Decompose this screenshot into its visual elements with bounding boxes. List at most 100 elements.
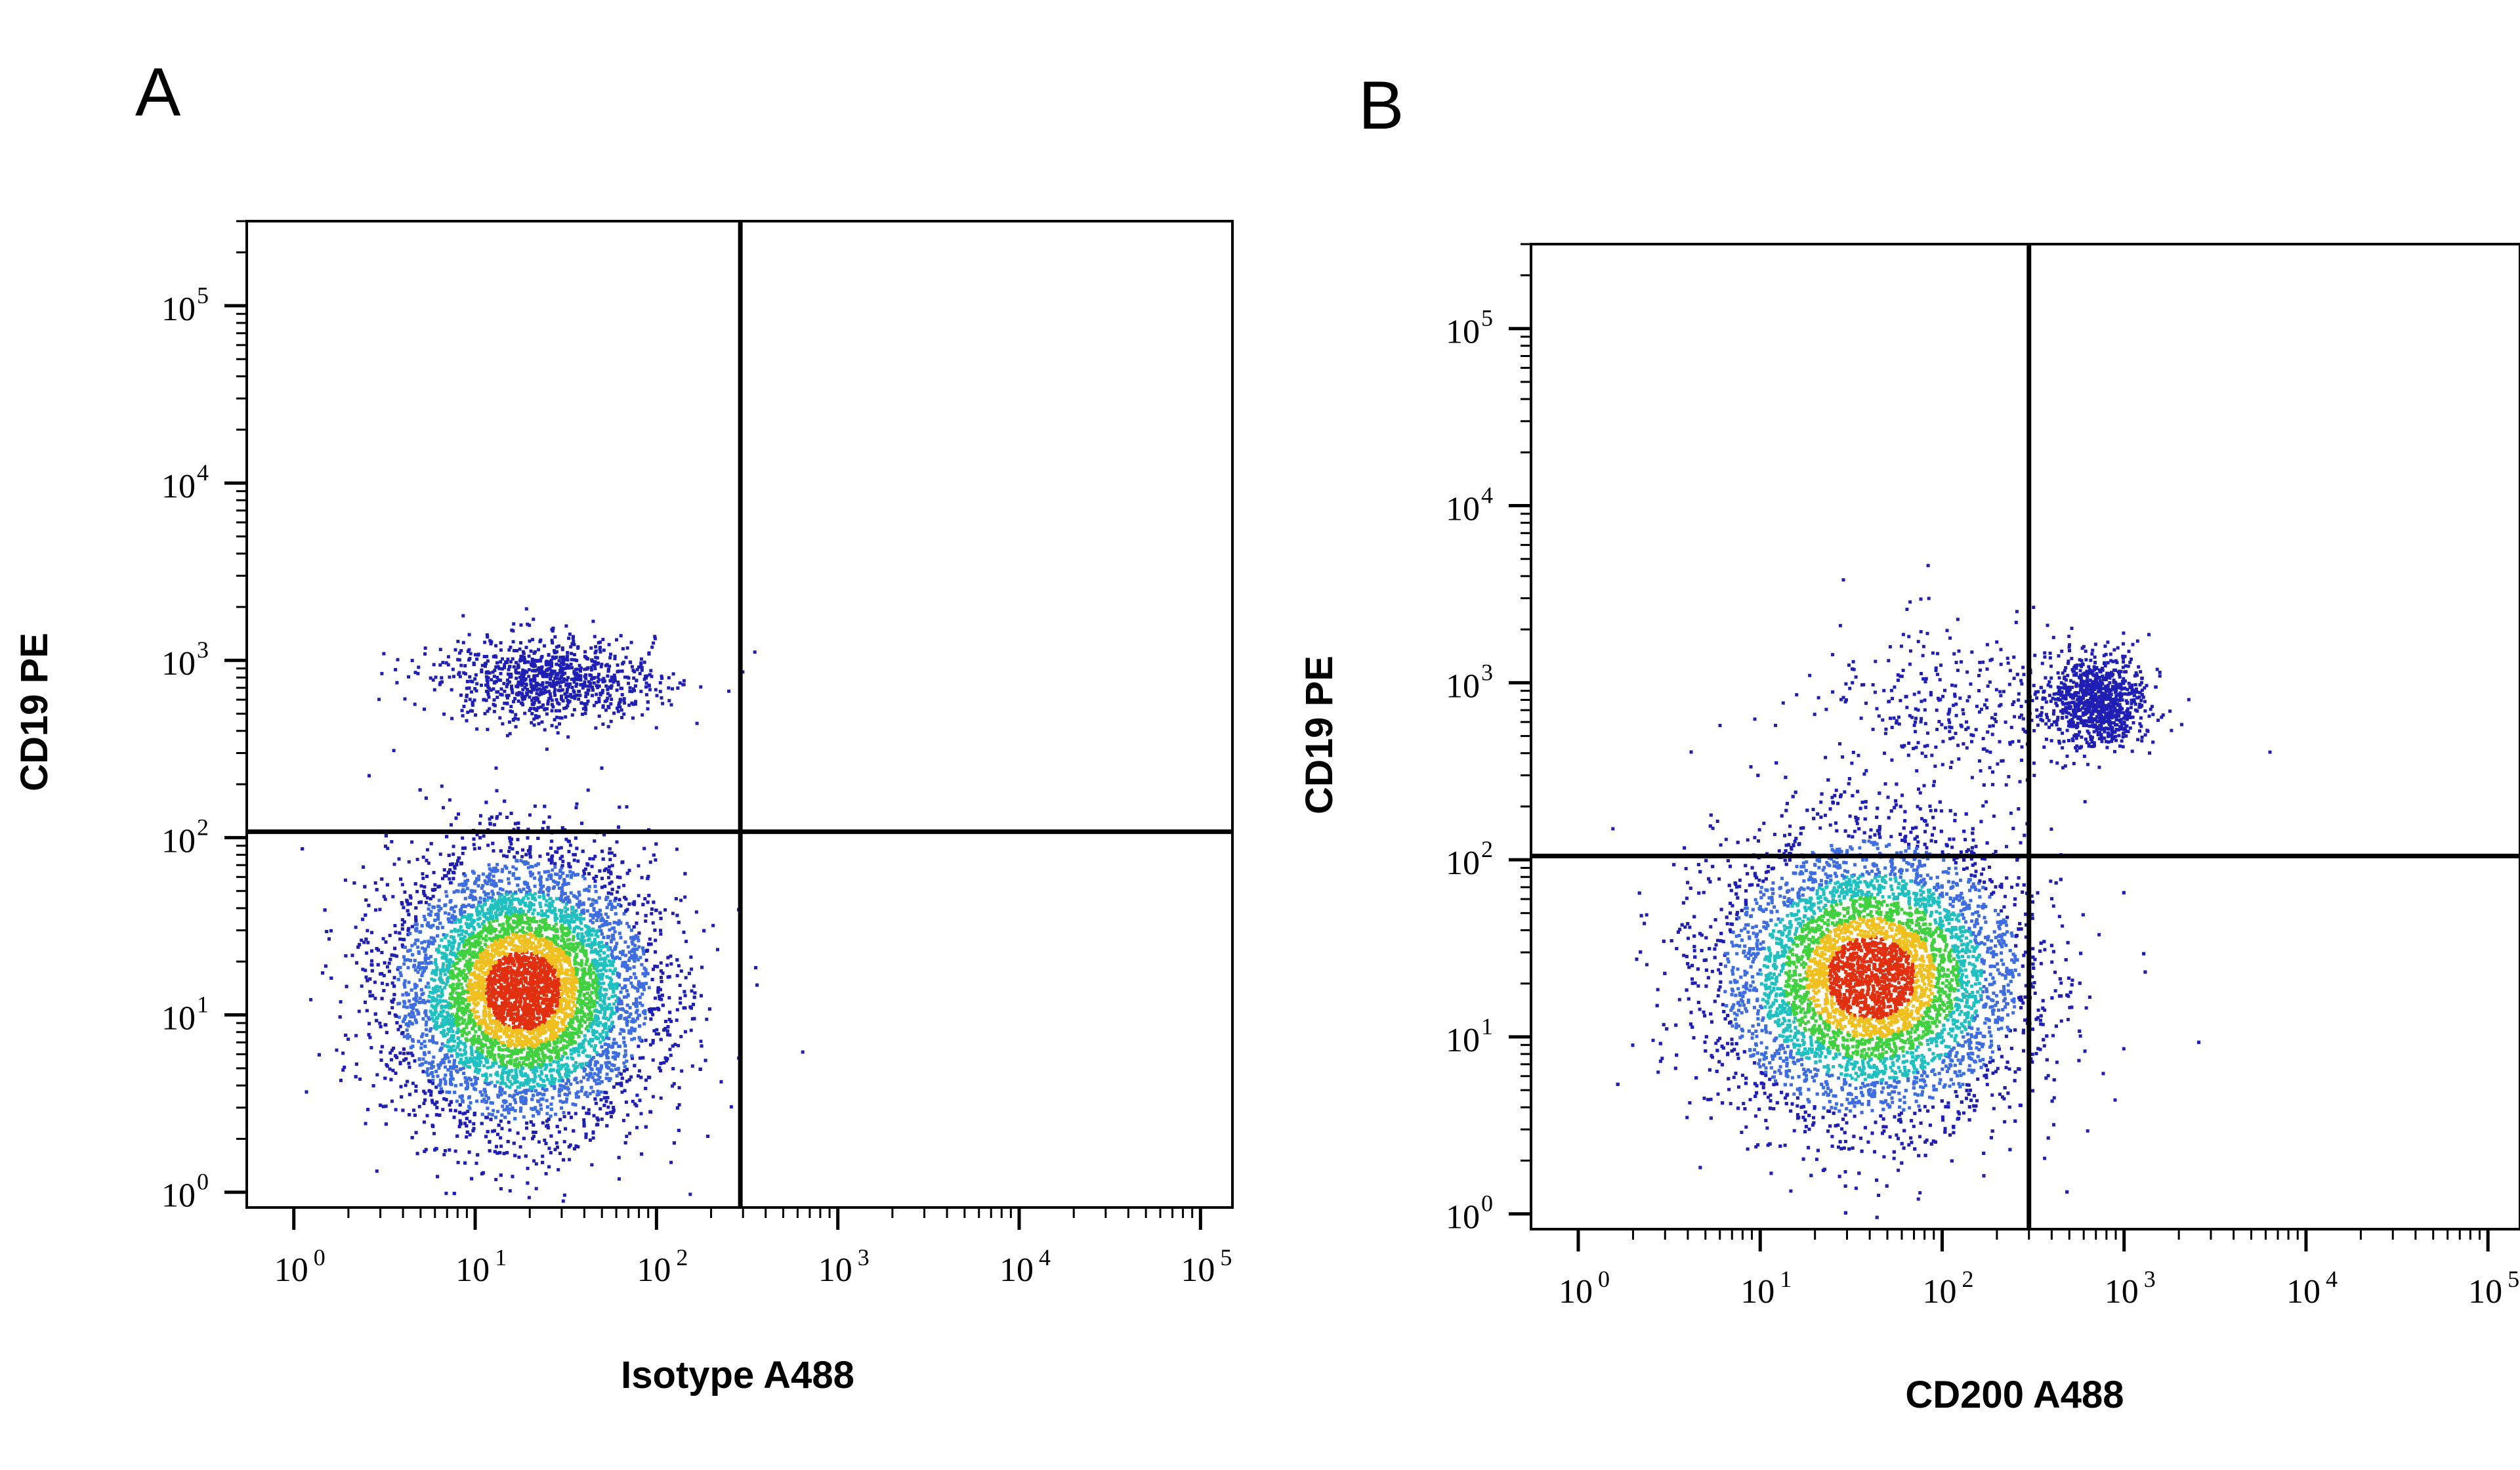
panel-a-event-point: [677, 1103, 681, 1106]
panel-a-event-point: [478, 822, 482, 826]
panel-a-event-point: [595, 1022, 598, 1026]
panel-a-event-point: [474, 940, 478, 944]
panel-a-event-point: [574, 806, 578, 810]
panel-a-event-point: [575, 802, 579, 806]
panel-a-event-point: [546, 926, 550, 930]
panel-a-event-point: [507, 926, 511, 930]
panel-a-event-point: [557, 1130, 561, 1134]
panel-a-event-point: [626, 1113, 630, 1117]
panel-a-event-point: [593, 938, 597, 942]
panel-a-event-point: [508, 1189, 512, 1193]
panel-a-event-point: [591, 1005, 594, 1009]
panel-a-event-point: [683, 994, 687, 998]
panel-a-event-point: [486, 1066, 490, 1070]
panel-a-event-point: [526, 896, 530, 900]
panel-a-event-point: [677, 1043, 681, 1047]
panel-a-event-point: [499, 1059, 503, 1063]
panel-a-event-point: [518, 1145, 522, 1149]
panel-a-event-point: [655, 1028, 659, 1032]
panel-a-event-point: [508, 846, 512, 850]
panel-a-event-point: [473, 1056, 476, 1060]
panel-a-event-point: [535, 954, 539, 957]
panel-a-event-point: [515, 987, 519, 991]
panel-a-event-point: [441, 877, 444, 881]
panel-a-event-point: [639, 956, 642, 959]
panel-a-event-point: [500, 902, 504, 906]
panel-a-event-point: [593, 1072, 597, 1076]
panel-a-event-point: [592, 906, 596, 910]
panel-a-event-point: [449, 935, 453, 938]
panel-a-event-point: [444, 1073, 448, 1077]
panel-a-event-point: [605, 1072, 609, 1076]
panel-a-event-point: [442, 1009, 446, 1013]
panel-a-event-point: [466, 1110, 470, 1113]
panel-a-event-point: [546, 915, 550, 919]
panel-a-event-point: [390, 1099, 394, 1103]
panel-a-event-point: [495, 789, 499, 793]
panel-a-event-point: [539, 1107, 543, 1111]
panel-a-event-point: [623, 954, 627, 957]
panel-a-event-point: [650, 912, 654, 915]
panel-a-event-point: [442, 1152, 446, 1156]
panel-a-event-point: [628, 956, 632, 960]
panel-a-event-point: [570, 1052, 574, 1056]
panel-a-event-point: [572, 852, 576, 856]
panel-a-event-point: [640, 875, 644, 879]
panel-a-event-point: [595, 1067, 599, 1071]
panel-a-event-point: [412, 1108, 415, 1112]
panel-a-event-point: [642, 952, 646, 956]
panel-a-event-point: [607, 997, 611, 1001]
panel-a-event-point: [622, 1061, 626, 1065]
panel-a-event-point: [522, 1115, 526, 1119]
panel-a-event-point: [420, 941, 424, 945]
panel-a-event-point: [549, 1102, 553, 1106]
panel-a-event-point: [625, 1023, 629, 1027]
panel-a-event-point: [486, 1001, 490, 1005]
panel-a-event-point: [392, 1046, 396, 1050]
panel-a-event-point: [487, 1038, 491, 1042]
panel-a-event-point: [729, 1105, 733, 1109]
panel-a-event-point: [427, 903, 431, 907]
panel-a-event-point: [364, 1122, 368, 1125]
panel-a-event-point: [545, 877, 549, 881]
panel-a-event-point: [570, 1070, 574, 1074]
panel-a-event-point: [509, 1018, 513, 1022]
panel-a-event-point: [391, 894, 395, 898]
panel-a-event-point: [486, 843, 490, 847]
panel-a-event-point: [390, 1000, 394, 1004]
panel-a-event-point: [584, 963, 588, 967]
panel-a-event-point: [501, 967, 505, 971]
panel-a-event-point: [456, 972, 460, 976]
panel-a-event-point: [576, 859, 580, 863]
panel-a-event-point: [366, 940, 370, 944]
panel-a-event-point: [459, 1008, 463, 1012]
panel-a-event-point: [673, 1043, 677, 1047]
panel-a-event-point: [539, 905, 543, 908]
panel-a-event-point: [517, 1155, 521, 1159]
panel-a-event-point: [583, 867, 587, 871]
panel-a-event-point: [587, 981, 591, 985]
panel-a-event-point: [616, 890, 620, 894]
panel-a-event-point: [522, 1012, 526, 1016]
panel-a-event-point: [357, 1009, 361, 1013]
panel-a-event-point: [442, 1097, 446, 1101]
panel-a-event-point: [441, 981, 445, 984]
panel-a-event-point: [421, 1032, 425, 1036]
panel-a-event-point: [433, 883, 437, 887]
panel-a-event-point: [440, 1014, 444, 1018]
panel-a-event-point: [575, 925, 579, 929]
panel-a-event-point: [620, 986, 624, 990]
panel-a-event-point: [416, 945, 420, 949]
panel-a-event-point: [544, 1172, 548, 1175]
panel-a-event-point: [432, 1055, 436, 1059]
panel-a-event-point: [576, 1000, 579, 1004]
panel-a-event-point: [474, 1066, 478, 1070]
panel-a-event-point: [527, 1196, 531, 1200]
panel-a-event-point: [536, 956, 540, 960]
panel-a-event-point: [449, 971, 452, 975]
panel-a-event-point: [543, 1139, 547, 1142]
panel-a-event-point: [396, 1002, 400, 1005]
panel-a-event-point: [482, 1064, 486, 1068]
panel-a-event-point: [421, 971, 425, 975]
panel-a-event-point: [537, 871, 541, 875]
